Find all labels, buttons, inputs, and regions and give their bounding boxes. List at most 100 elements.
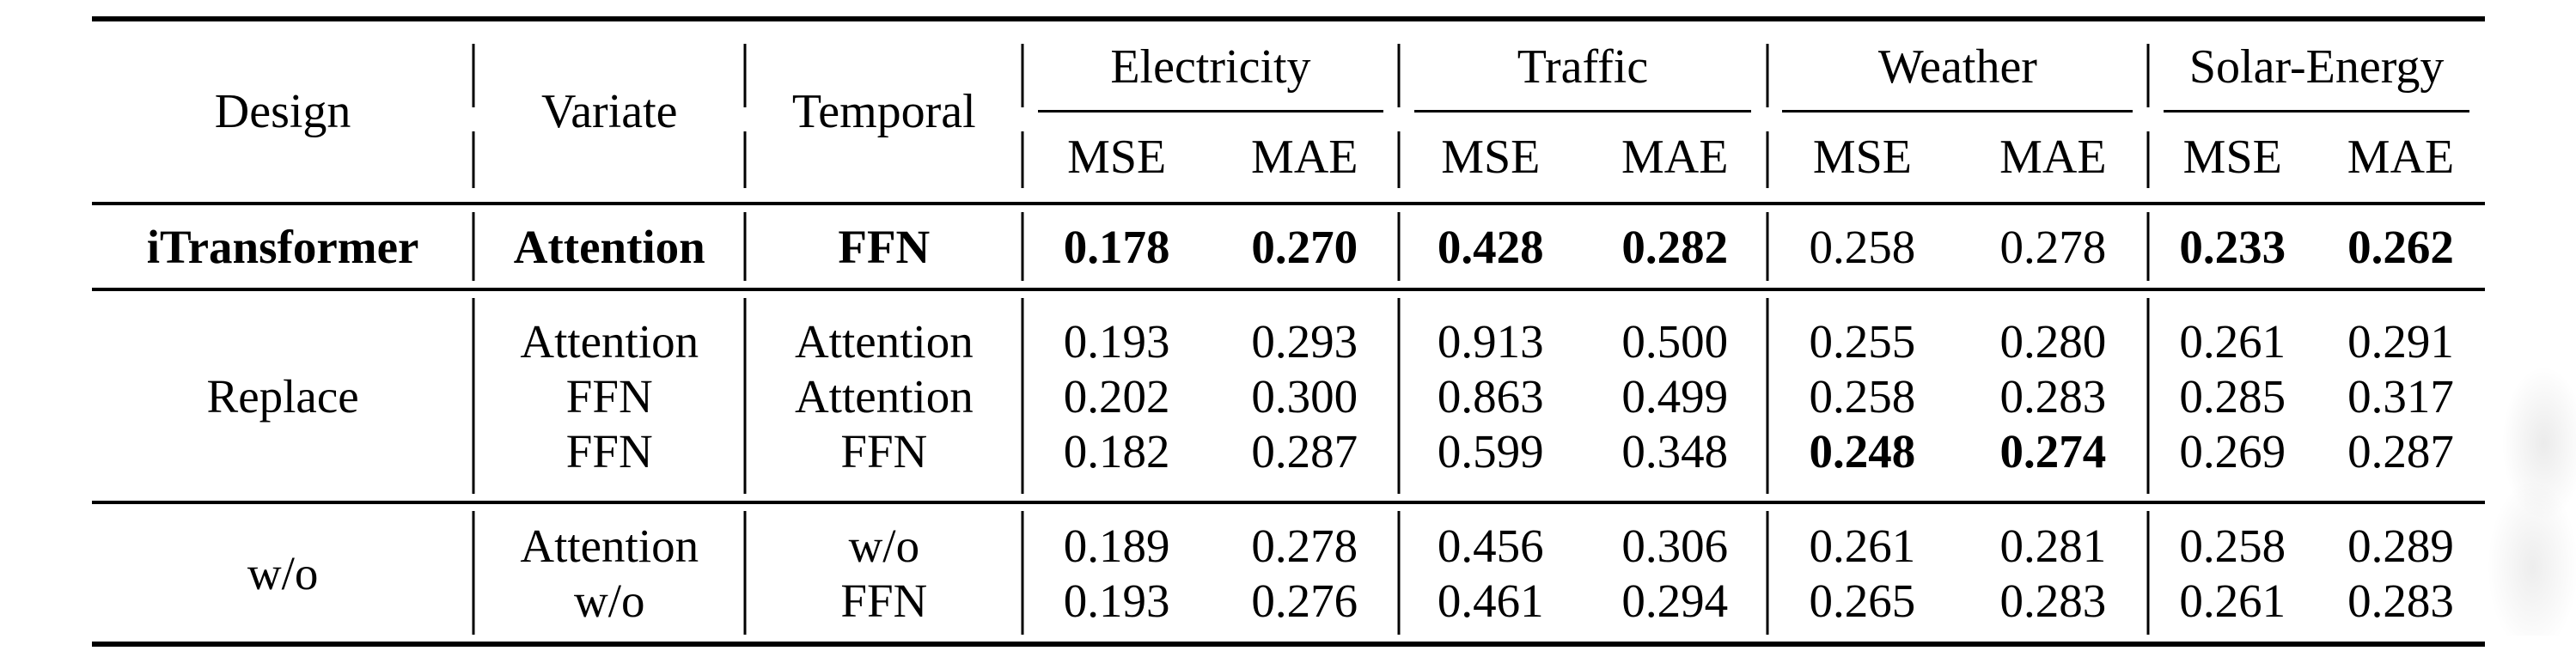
column-divider [743, 212, 747, 281]
variate-cell: Attention [513, 220, 705, 273]
header-temporal: Temporal [791, 85, 976, 138]
metric-header-mae: MAE [1621, 131, 1729, 184]
value-cell: 0.193 [1063, 574, 1170, 627]
temporal-cell: FFN [840, 574, 928, 627]
metric-header-mae: MAE [1999, 131, 2107, 184]
column-divider [1397, 212, 1401, 281]
column-divider [1397, 511, 1401, 635]
value-cell: 0.258 [1809, 369, 1916, 423]
table-header: Design Variate Temporal Electricity Traf… [92, 21, 2485, 202]
group-label-wo: w/o [247, 546, 319, 599]
metric-header-mae: MAE [1251, 131, 1358, 184]
value-cell: 0.255 [1809, 314, 1916, 368]
variate-cell: w/o [574, 574, 645, 627]
dataset-header-weather: Weather [1767, 21, 2148, 113]
value-cell: 0.500 [1621, 314, 1729, 368]
metric-header-mse: MSE [1812, 131, 1912, 184]
metric-header-mae: MAE [2347, 131, 2455, 184]
value-cell: 0.499 [1621, 369, 1729, 423]
value-cell: 0.300 [1251, 369, 1358, 423]
group-label-replace: Replace [206, 369, 359, 423]
section-rule [92, 288, 2485, 291]
column-divider [2146, 44, 2150, 107]
bottom-rule [92, 642, 2485, 647]
row-itransformer: iTransformer Attention FFN 0.178 0.270 0… [92, 205, 2485, 288]
temporal-cell: FFN [838, 220, 931, 273]
dataset-header-traffic: Traffic [1399, 21, 1767, 113]
value-cell: 0.599 [1437, 424, 1544, 477]
value-cell: 0.306 [1621, 519, 1729, 572]
column-divider [1766, 212, 1768, 281]
ablation-results-table: Design Variate Temporal Electricity Traf… [92, 16, 2485, 647]
dataset-header-solar-energy: Solar-Energy [2148, 21, 2485, 113]
column-divider [743, 511, 747, 635]
value-cell: 0.287 [2347, 424, 2454, 477]
value-cell: 0.913 [1437, 314, 1544, 368]
value-cell: 0.193 [1063, 314, 1170, 368]
value-cell: 0.283 [2347, 574, 2454, 627]
group-replace: Replace Attention Attention 0.193 0.293 … [92, 291, 2485, 501]
temporal-cell: Attention [794, 369, 974, 423]
column-divider [1021, 298, 1024, 494]
temporal-cell: Attention [794, 314, 974, 368]
value-cell: 0.863 [1437, 369, 1544, 423]
value-cell: 0.283 [1999, 369, 2107, 423]
top-rule [92, 16, 2485, 21]
column-divider [472, 511, 475, 635]
column-divider [1766, 44, 1768, 107]
value-cell: 0.258 [1809, 220, 1916, 273]
row-label-itransformer: iTransformer [146, 220, 419, 273]
value-cell: 0.269 [2179, 424, 2286, 477]
value-cell: 0.283 [1999, 574, 2107, 627]
column-divider [1766, 511, 1768, 635]
value-cell: 0.461 [1437, 574, 1544, 627]
column-divider [472, 131, 475, 188]
column-divider [472, 44, 475, 107]
value-cell: 0.233 [2179, 220, 2286, 273]
value-cell: 0.293 [1251, 314, 1358, 368]
value-cell: 0.278 [1251, 519, 1358, 572]
column-divider [2146, 511, 2150, 635]
metric-header-mse: MSE [2182, 131, 2282, 184]
variate-cell: FFN [565, 369, 653, 423]
value-cell: 0.182 [1063, 424, 1170, 477]
header-variate: Variate [540, 85, 678, 138]
value-cell: 0.189 [1063, 519, 1170, 572]
value-cell: 0.274 [1999, 424, 2107, 477]
column-divider [743, 298, 747, 494]
column-divider [743, 44, 747, 107]
value-cell: 0.281 [1999, 519, 2107, 572]
value-cell: 0.276 [1251, 574, 1358, 627]
dataset-header-electricity: Electricity [1022, 21, 1398, 113]
column-divider [2146, 212, 2150, 281]
column-divider [1021, 131, 1024, 188]
variate-cell: FFN [565, 424, 653, 477]
value-cell: 0.287 [1251, 424, 1358, 477]
value-cell: 0.258 [2179, 519, 2286, 572]
column-divider [743, 131, 747, 188]
value-cell: 0.278 [1999, 220, 2107, 273]
value-cell: 0.280 [1999, 314, 2107, 368]
value-cell: 0.285 [2179, 369, 2286, 423]
header-rule [92, 202, 2485, 205]
column-divider [2146, 131, 2150, 188]
column-divider [1021, 511, 1024, 635]
value-cell: 0.262 [2347, 220, 2454, 273]
column-divider [472, 212, 475, 281]
section-rule [92, 501, 2485, 504]
column-divider [1766, 131, 1768, 188]
value-cell: 0.294 [1621, 574, 1729, 627]
temporal-cell: w/o [848, 519, 920, 572]
column-divider [1397, 44, 1401, 107]
value-cell: 0.428 [1437, 220, 1544, 273]
value-cell: 0.317 [2347, 369, 2454, 423]
value-cell: 0.456 [1437, 519, 1544, 572]
temporal-cell: FFN [840, 424, 928, 477]
column-divider [1021, 212, 1024, 281]
header-design: Design [214, 85, 351, 138]
group-wo: w/o Attention w/o 0.189 0.278 0.456 0.30… [92, 504, 2485, 642]
column-divider [2146, 298, 2150, 494]
column-divider [1021, 44, 1024, 107]
value-cell: 0.291 [2347, 314, 2454, 368]
variate-cell: Attention [520, 519, 699, 572]
